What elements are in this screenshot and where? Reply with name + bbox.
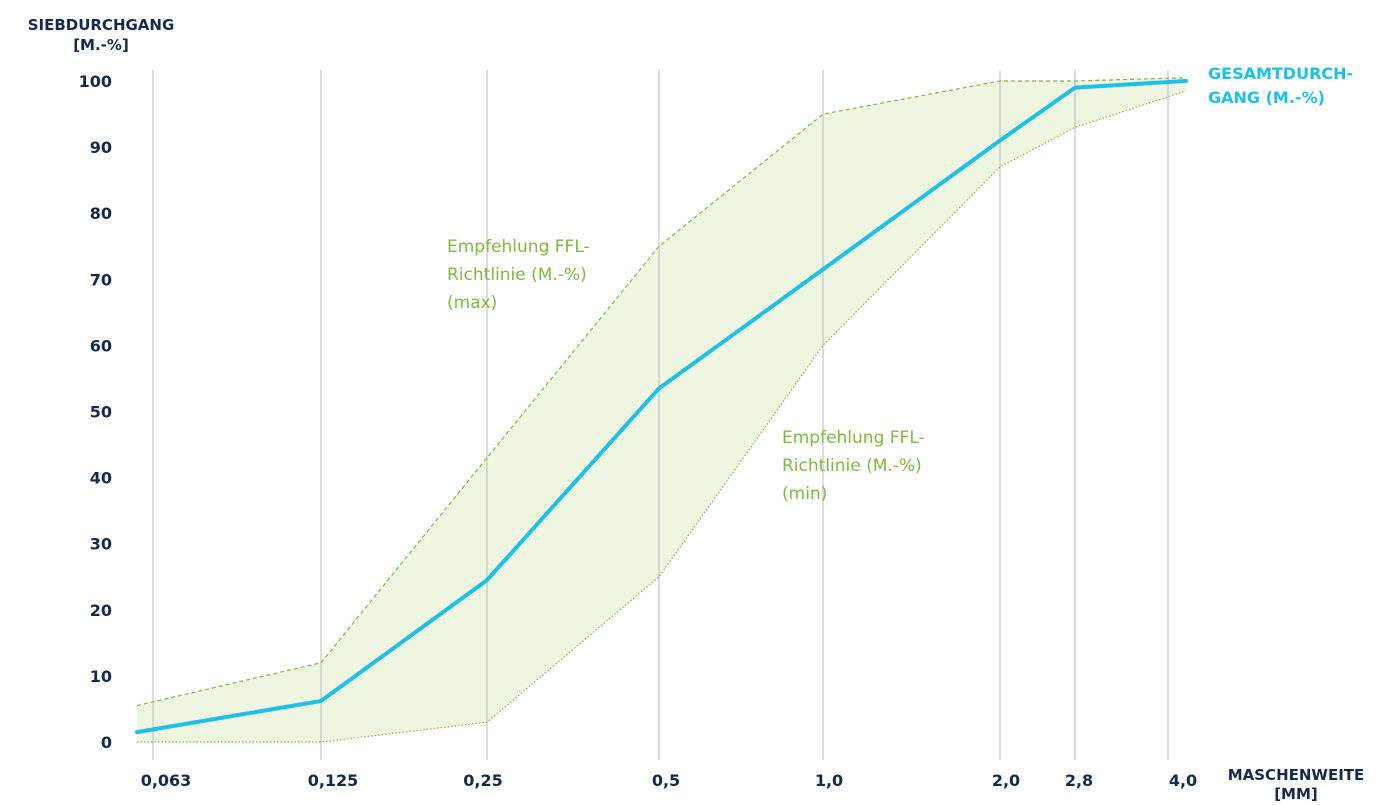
- max-series-label-line3: (max): [447, 293, 497, 313]
- max-series-label-line2: Richtlinie (M.-%): [447, 265, 587, 285]
- y-tick-labels: 0 10 20 30 40 50 60 70 80 90 100: [79, 72, 112, 752]
- y-axis-title-line1: SIEBDURCHGANG: [28, 16, 175, 34]
- x-tick-label: 2,0: [992, 771, 1020, 790]
- y-tick-label: 0: [101, 733, 112, 752]
- min-series-label: Empfehlung FFL- Richtlinie (M.-%) (min): [782, 428, 925, 504]
- y-tick-label: 10: [90, 667, 112, 686]
- tolerance-band-area: [137, 77, 1186, 742]
- min-series-label-line2: Richtlinie (M.-%): [782, 456, 922, 476]
- series-lines: [135, 77, 1188, 743]
- total-series-line: [135, 79, 1188, 735]
- tolerance-band: [137, 77, 1186, 742]
- total-series-label: GESAMTDURCH- GANG (M.-%): [1208, 64, 1353, 107]
- x-tick-labels: 0,063 0,125 0,25 0,5 1,0 2,0 2,8 4,0: [141, 771, 1197, 790]
- x-tick-label: 0,5: [652, 771, 680, 790]
- x-tick-label: 4,0: [1169, 771, 1197, 790]
- x-tick-label: 0,125: [308, 771, 359, 790]
- total-series-label-line2: GANG (M.-%): [1208, 88, 1325, 107]
- min-series-line: [137, 90, 1187, 743]
- y-tick-label: 90: [90, 138, 112, 157]
- y-tick-label: 20: [90, 601, 112, 620]
- y-tick-label: 70: [90, 270, 112, 289]
- y-tick-label: 60: [90, 336, 112, 355]
- x-tick-label: 0,25: [463, 771, 502, 790]
- y-tick-label: 30: [90, 535, 112, 554]
- x-tick-label: 1,0: [815, 771, 843, 790]
- y-tick-label: 80: [90, 204, 112, 223]
- x-tick-label: 2,8: [1065, 771, 1093, 790]
- x-axis-title-line1: MASCHENWEITE: [1228, 766, 1365, 784]
- x-tick-label: 0,063: [141, 771, 192, 790]
- y-tick-label: 50: [90, 403, 112, 422]
- x-axis-title-line2: [MM]: [1274, 785, 1318, 803]
- min-series-label-line1: Empfehlung FFL-: [782, 428, 925, 448]
- vertical-gridlines: [152, 70, 1169, 760]
- max-series-label-line1: Empfehlung FFL-: [447, 237, 590, 257]
- max-series-line: [136, 77, 1187, 707]
- y-axis-title-line2: [M.-%]: [73, 36, 129, 54]
- total-series-label-line1: GESAMTDURCH-: [1208, 64, 1353, 83]
- max-series-label: Empfehlung FFL- Richtlinie (M.-%) (max): [447, 237, 590, 313]
- min-series-label-line3: (min): [782, 484, 827, 504]
- y-tick-label: 40: [90, 469, 112, 488]
- y-tick-label: 100: [79, 72, 112, 91]
